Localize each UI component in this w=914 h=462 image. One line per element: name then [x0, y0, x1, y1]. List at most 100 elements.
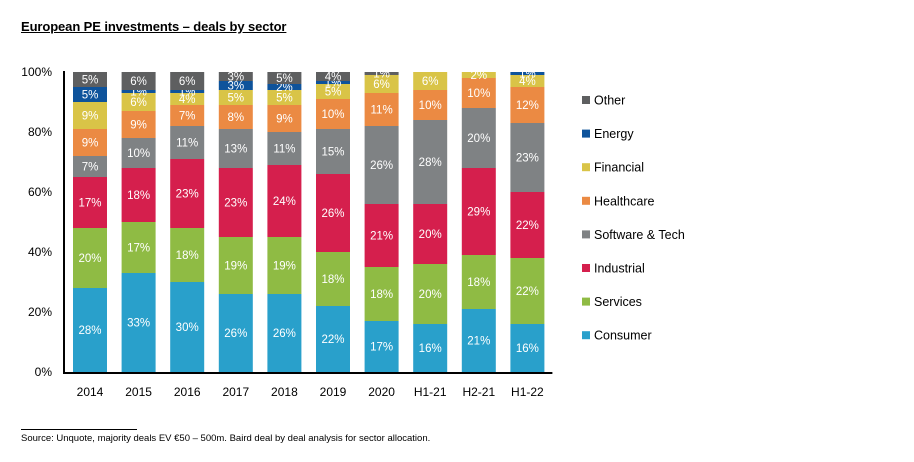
- data-label-software-tech: 10%: [127, 148, 150, 160]
- bar-group-2015: 33%17%18%10%9%6%1%6%: [121, 72, 156, 372]
- bar-segment-healthcare: [73, 129, 107, 156]
- legend-swatch: [582, 196, 590, 205]
- bar-group-2019: 22%18%26%15%10%5%1%4%: [316, 72, 350, 372]
- data-label-energy: 5%: [82, 90, 99, 102]
- bar-segment-services: [413, 264, 448, 324]
- legend-item-software-tech: Software & Tech: [582, 228, 685, 242]
- bar-segment-consumer: [364, 321, 399, 372]
- legend-item-healthcare: Healthcare: [582, 194, 654, 208]
- data-label-consumer: 17%: [370, 342, 393, 354]
- bar-segment-healthcare: [413, 90, 448, 120]
- data-label-financial: 6%: [130, 97, 147, 109]
- legend-label: Software & Tech: [594, 228, 685, 242]
- bar-segment-software-tech: [170, 126, 205, 159]
- data-label-consumer: 16%: [516, 343, 539, 355]
- data-label-healthcare: 9%: [276, 114, 293, 126]
- data-label-other: 4%: [325, 72, 342, 84]
- bar-group-2018: 26% 19% 24% 11% 9% 5%2%5%: [267, 72, 302, 372]
- bar-segment-consumer: [218, 294, 253, 372]
- data-label-software-tech: 11%: [176, 138, 198, 150]
- bar-segment-other: [121, 72, 156, 90]
- legend-label: Consumer: [594, 329, 652, 343]
- data-label-healthcare: 10%: [321, 109, 344, 121]
- data-label-services: 19%: [273, 261, 296, 273]
- bar-segment-software-tech: [73, 156, 107, 177]
- bar-segment-financial: [267, 90, 302, 105]
- bar-segment-consumer: [461, 309, 496, 372]
- bar-segment-consumer: [413, 324, 448, 372]
- x-tick-label: 2017: [222, 385, 249, 399]
- bar-segment-consumer: [267, 294, 302, 372]
- data-label-software-tech: 28%: [419, 157, 442, 169]
- data-label-software-tech: 26%: [370, 160, 393, 172]
- data-label-software-tech: 15%: [321, 147, 344, 159]
- data-label-services: 18%: [176, 250, 199, 262]
- bar-segment-services: [170, 228, 205, 282]
- bar-segment-services: [461, 255, 496, 309]
- data-label-industrial: 21%: [370, 231, 393, 243]
- bar-segment-services: [218, 237, 253, 294]
- bar-segment-financial: [121, 93, 156, 111]
- data-label-industrial: 22%: [516, 220, 539, 232]
- data-label-consumer: 22%: [321, 334, 344, 346]
- data-label-other: 6%: [130, 76, 147, 88]
- bar-group-2016: 30%18%23%11%7%4%1%6%: [170, 72, 205, 372]
- legend-label: Industrial: [594, 262, 645, 276]
- data-label-healthcare: 10%: [467, 88, 490, 100]
- data-label-healthcare: 11%: [371, 105, 393, 117]
- bar-segment-consumer: [170, 282, 205, 372]
- data-label-industrial: 23%: [176, 189, 199, 201]
- legend-item-services: Services: [582, 295, 642, 309]
- data-label-industrial: 18%: [127, 190, 150, 202]
- bar-segment-financial: [510, 75, 545, 87]
- data-label-consumer: 21%: [467, 336, 490, 348]
- data-label-other: 3%: [227, 72, 244, 84]
- bar-segment-financial: [364, 75, 399, 93]
- legend-label: Other: [594, 94, 625, 108]
- data-label-software-tech: 23%: [516, 153, 539, 165]
- legend-swatch: [582, 264, 590, 272]
- legend-item-consumer: Consumer: [582, 329, 652, 343]
- y-tick-label: 0%: [35, 365, 53, 379]
- x-tick-label: 2019: [320, 385, 347, 399]
- bar-segment-healthcare: [218, 105, 253, 129]
- x-tick-label: H2-21: [462, 385, 495, 399]
- bar-group-h1-22: 16% 22% 22% 23% 12% 4%1%: [510, 69, 545, 372]
- bar-segment-industrial: [316, 174, 350, 252]
- bar-segment-energy: [121, 90, 156, 93]
- x-tick-label: 2014: [77, 385, 104, 399]
- data-label-software-tech: 11%: [273, 144, 295, 156]
- data-label-other: 5%: [276, 73, 293, 85]
- data-label-healthcare: 9%: [130, 120, 147, 132]
- data-label-other: 6%: [179, 76, 196, 88]
- data-label-industrial: 17%: [78, 198, 101, 210]
- bars: 28%20%17%7%9%9%5%5%33%17%18%10%9%6%1%6%3…: [73, 69, 545, 372]
- data-label-financial: 6%: [373, 79, 390, 91]
- legend-label: Energy: [594, 127, 634, 141]
- bar-segment-other: [267, 72, 302, 84]
- bar-segment-other: [316, 72, 350, 81]
- legend-swatch: [582, 230, 590, 239]
- bar-group-h2-21: 21% 18% 29% 20% 10% 2%: [461, 70, 496, 372]
- y-tick-label: 60%: [28, 185, 52, 199]
- data-label-industrial: 20%: [419, 229, 442, 241]
- data-label-healthcare: 8%: [227, 112, 244, 124]
- data-label-consumer: 26%: [224, 328, 247, 340]
- bar-segment-other: [73, 72, 107, 87]
- bar-segment-other: [364, 72, 399, 75]
- data-label-services: 22%: [516, 286, 539, 298]
- data-label-industrial: 26%: [321, 208, 344, 220]
- legend-label: Services: [594, 295, 642, 309]
- data-label-industrial: 29%: [467, 207, 490, 219]
- legend-item-financial: Financial: [582, 161, 644, 175]
- data-label-services: 18%: [370, 289, 393, 301]
- x-tick-label: 2016: [174, 385, 201, 399]
- data-label-financial: 5%: [325, 87, 342, 99]
- bar-segment-software-tech: [121, 138, 156, 168]
- y-tick-label: 40%: [28, 245, 52, 259]
- data-label-consumer: 16%: [419, 343, 442, 355]
- data-label-financial: 5%: [276, 93, 293, 105]
- bar-segment-industrial: [510, 192, 545, 258]
- y-tick-label: 80%: [28, 125, 52, 139]
- bar-segment-healthcare: [121, 111, 156, 138]
